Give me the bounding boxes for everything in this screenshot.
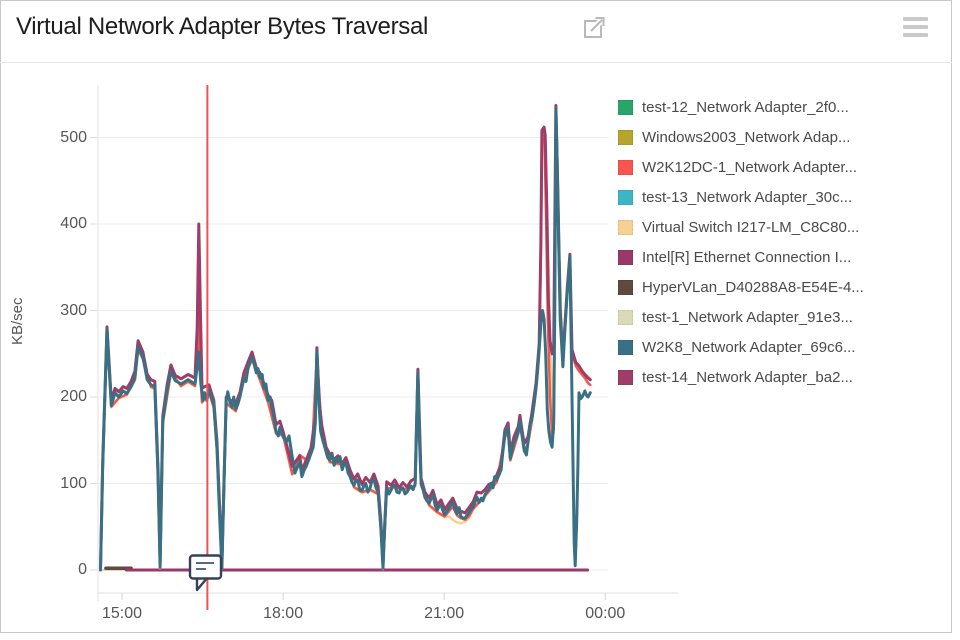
x-tick-label-21:00: 21:00 [424, 605, 465, 622]
legend-item-9[interactable]: test-14_Network Adapter_ba2... [618, 362, 950, 392]
y-tick-label-100: 100 [60, 474, 87, 492]
widget-header: Virtual Network Adapter Bytes Traversal [0, 0, 952, 63]
legend-label-5: Intel[R] Ethernet Connection I... [642, 248, 852, 266]
open-in-new-window-icon[interactable] [582, 14, 612, 44]
series-line-9[interactable] [99, 104, 592, 572]
y-tick-label-300: 300 [60, 301, 87, 319]
series-line-8[interactable] [99, 106, 592, 572]
x-tick-label-15:00: 15:00 [101, 605, 143, 622]
legend-label-6: HyperVLan_D40288A8-E54E-4... [642, 278, 864, 296]
y-tick-label-200: 200 [60, 388, 87, 405]
legend-item-7[interactable]: test-1_Network Adapter_91e3... [618, 302, 950, 332]
legend-item-5[interactable]: Intel[R] Ethernet Connection I... [618, 242, 950, 272]
legend-label-8: W2K8_Network Adapter_69c6... [642, 338, 856, 356]
x-tick-label-00:00: 00:00 [585, 605, 626, 622]
series-line-4[interactable] [99, 118, 592, 572]
y-tick-label-400: 400 [60, 215, 87, 232]
legend-label-4: Virtual Switch I217-LM_C8C80... [642, 218, 860, 236]
x-tick-label-18:00: 18:00 [263, 605, 304, 622]
legend-label-3: test-13_Network Adapter_30c... [642, 188, 853, 206]
chart-legend: test-12_Network Adapter_2f0... Windows200… [618, 92, 950, 392]
legend-item-0[interactable]: test-12_Network Adapter_2f0... [618, 92, 950, 122]
legend-swatch-1 [618, 129, 633, 145]
legend-item-1[interactable]: Windows2003_Network Adap... [618, 122, 950, 152]
legend-swatch-7 [618, 309, 633, 325]
series-line-2[interactable] [99, 114, 592, 572]
y-tick-label-0: 0 [78, 561, 87, 578]
legend-item-6[interactable]: HyperVLan_D40288A8-E54E-4... [618, 272, 950, 302]
legend-swatch-2 [618, 159, 633, 175]
legend-item-8[interactable]: W2K8_Network Adapter_69c6... [618, 332, 950, 362]
legend-label-2: W2K12DC-1_Network Adapter... [642, 158, 858, 176]
comment-annotation-icon[interactable] [188, 554, 223, 592]
legend-label-9: test-14_Network Adapter_ba2... [642, 368, 853, 386]
legend-swatch-8 [618, 339, 633, 355]
legend-item-2[interactable]: W2K12DC-1_Network Adapter... [618, 152, 950, 182]
legend-swatch-9 [618, 369, 633, 385]
legend-swatch-6 [618, 279, 633, 295]
legend-label-7: test-1_Network Adapter_91e3... [642, 308, 853, 326]
legend-label-1: Windows2003_Network Adap... [642, 128, 851, 146]
legend-swatch-0 [618, 99, 633, 115]
legend-swatch-3 [618, 189, 633, 205]
legend-label-0: test-12_Network Adapter_2f0... [642, 98, 849, 116]
legend-item-4[interactable]: Virtual Switch I217-LM_C8C80... [618, 212, 950, 242]
y-tick-label-500: 500 [60, 128, 87, 146]
hamburger-menu-icon[interactable] [903, 17, 928, 39]
legend-swatch-4 [618, 219, 633, 235]
legend-swatch-5 [618, 249, 633, 265]
page-title: Virtual Network Adapter Bytes Traversal [16, 13, 429, 40]
legend-item-3[interactable]: test-13_Network Adapter_30c... [618, 182, 950, 212]
